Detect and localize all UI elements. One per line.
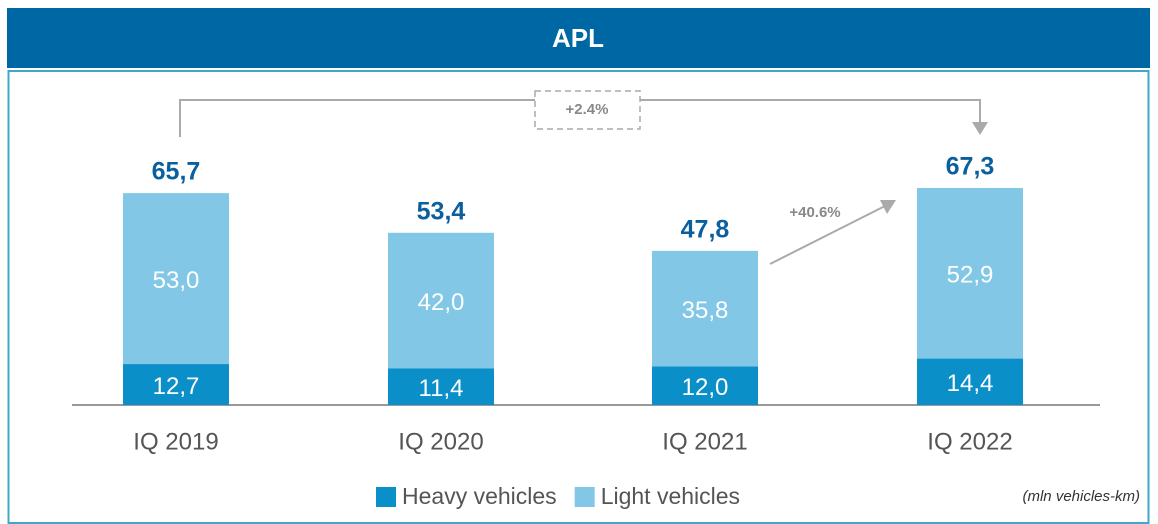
x-tick-label: IQ 2021 <box>662 428 747 455</box>
bar-segment <box>388 368 494 405</box>
bar-segment <box>123 193 229 365</box>
value-label: 53,0 <box>153 267 200 294</box>
arrow-line <box>769 205 886 265</box>
value-label: 52,9 <box>947 262 994 289</box>
value-label: 11,4 <box>419 375 464 402</box>
x-tick-label: IQ 2019 <box>133 428 218 455</box>
x-tick-label: IQ 2020 <box>398 428 483 455</box>
x-tick-label: IQ 2022 <box>927 428 1012 455</box>
bar-segment <box>917 187 1023 359</box>
bar-segment <box>652 366 758 405</box>
total-label: 67,3 <box>946 153 995 181</box>
bar-segment <box>917 358 1023 405</box>
unit-note: (mln vehicles-km) <box>1022 488 1140 505</box>
chart-title: APL <box>552 23 604 53</box>
legend-label: Light vehicles <box>601 483 740 509</box>
arrow-head <box>972 122 988 135</box>
value-label: 42,0 <box>418 289 465 316</box>
bracket <box>640 99 981 124</box>
bar-segment <box>123 364 229 405</box>
frame <box>7 70 1150 524</box>
annotation: +2.4% <box>566 101 609 118</box>
annotation: +40.6% <box>789 204 840 221</box>
legend-swatch <box>376 487 396 507</box>
total-label: 47,8 <box>681 215 730 243</box>
total-label: 65,7 <box>152 158 201 186</box>
value-label: 12,0 <box>682 374 729 401</box>
bar-segment <box>388 232 494 369</box>
legend-swatch <box>574 487 595 507</box>
value-label: 35,8 <box>682 297 729 324</box>
value-label: 12,7 <box>153 373 200 400</box>
title-bar <box>7 8 1150 68</box>
bar-segment <box>652 250 758 367</box>
total-label: 53,4 <box>417 197 466 225</box>
bracket <box>179 99 535 137</box>
legend-label: Heavy vehicles <box>402 483 557 509</box>
arrow-head <box>880 200 896 214</box>
annotation-box <box>534 90 641 130</box>
value-label: 14,4 <box>947 370 994 397</box>
